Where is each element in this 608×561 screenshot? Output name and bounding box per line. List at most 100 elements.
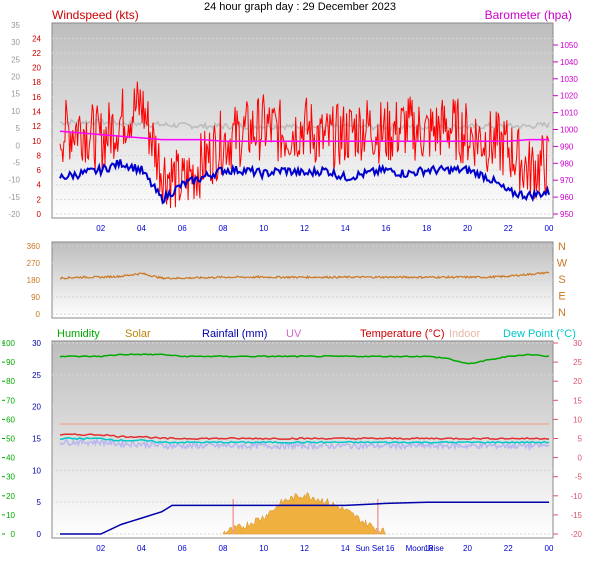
humidity-tick: 50	[6, 435, 15, 444]
dewpoint-band-line	[59, 436, 550, 452]
legend-item: Indoor	[449, 328, 481, 340]
temp-x-tick: 06	[178, 544, 187, 553]
humidity-tick: 30	[6, 473, 15, 482]
rain-tick: 15	[32, 435, 41, 444]
solar-area	[222, 491, 387, 535]
temp-right-ticks: 30 25 20 15 10 5 0 -5 -10 -15 -20	[553, 339, 583, 539]
wind-x-ticks: 02 04 06 08 10 12 14 16 18 20 22 00	[96, 224, 554, 233]
barometer-line	[59, 130, 549, 143]
barometer-tick: 990	[560, 142, 574, 151]
wind-x-tick: 20	[463, 224, 472, 233]
barometer-tick: 960	[560, 193, 574, 202]
humidity-tick: 70	[6, 396, 15, 405]
wind-x-tick: 00	[545, 224, 554, 233]
dewpoint-line	[59, 436, 550, 444]
temp-right-tick: -20	[570, 530, 582, 539]
wind-x-tick: 06	[178, 224, 187, 233]
temp-right-tick: -5	[575, 473, 583, 482]
humidity-tick: 40	[6, 454, 15, 463]
windspeed-tick: 22	[32, 49, 41, 58]
wind-left-outer-tick: -10	[8, 176, 20, 185]
temp-right-tick: -15	[570, 511, 582, 520]
wind-left-outer-ticks: 35 30 25 20 15 10 5 0 -5 -10 -15 -20	[8, 21, 20, 219]
direction-left-tick: 360	[27, 242, 41, 251]
barometer-tick: 950	[560, 210, 574, 219]
humidity-tick: 100	[2, 339, 16, 348]
temp-left-inner-ticks: 30 25 20 15 10 5 0	[32, 339, 41, 539]
compass-tick: N	[558, 307, 566, 319]
rain-tick: 5	[37, 498, 42, 507]
windspeed-tick: 10	[32, 137, 41, 146]
wind-left-outer-tick: -20	[8, 210, 20, 219]
wind-x-tick: 08	[219, 224, 228, 233]
barometer-tick: 1040	[560, 58, 578, 67]
barometer-right-ticks: 1050 1040 1030 1020 1010 1000 990 980 970 960 950	[553, 41, 578, 219]
temp-right-tick: 0	[578, 454, 583, 463]
barometer-tick: 1030	[560, 75, 578, 84]
rain-tick: 30	[32, 339, 41, 348]
wind-left-outer-tick: -15	[8, 193, 20, 202]
barometer-tick: 1010	[560, 109, 578, 118]
temp-right-tick: 5	[578, 435, 583, 444]
temp-right-tick: 30	[573, 339, 582, 348]
wind-left-outer-tick: 15	[11, 90, 20, 99]
temp-right-tick: 25	[573, 358, 582, 367]
windspeed-tick: 18	[32, 78, 41, 87]
rainfall-line	[60, 501, 549, 535]
average-wind-line	[59, 159, 550, 205]
wind-x-tick: 14	[341, 224, 350, 233]
wind-left-outer-tick: 0	[16, 141, 21, 150]
windspeed-tick: 14	[32, 108, 41, 117]
moonrise-hour-label: 18	[424, 544, 433, 553]
direction-left-tick: 0	[36, 310, 41, 319]
wind-x-tick: 22	[504, 224, 513, 233]
sunset-label: Sun Set	[355, 544, 384, 553]
legend-item: Dew Point (°C)	[503, 328, 576, 340]
legend-item: Temperature (°C)	[360, 328, 444, 340]
windspeed-tick: 8	[37, 151, 42, 160]
barometer-tick: 970	[560, 176, 574, 185]
wind-x-tick: 10	[259, 224, 268, 233]
direction-left-tick: 90	[31, 293, 40, 302]
humidity-tick: 10	[6, 511, 15, 520]
compass-tick: W	[557, 258, 568, 270]
legend-item: Humidity	[57, 328, 100, 340]
humidity-line	[59, 353, 550, 365]
compass-tick: N	[558, 241, 566, 253]
humidity-tick: 0	[11, 530, 16, 539]
direction-left-ticks: 360 270 180 90 0	[27, 242, 41, 319]
humidity-tick: 20	[6, 492, 15, 501]
moonrise-label: Moon Rise	[406, 544, 445, 553]
direction-series	[59, 271, 550, 281]
legend-item: Rainfall (mm)	[202, 328, 267, 340]
wind-x-tick: 02	[96, 224, 105, 233]
chart-title: 24 hour graph day : 29 December 2023	[204, 1, 396, 13]
barometer-tick: 1050	[560, 41, 578, 50]
windspeed-tick: 2	[37, 195, 42, 204]
rain-tick: 0	[37, 530, 42, 539]
humidity-tick: 90	[6, 358, 15, 367]
windspeed-line	[59, 81, 550, 209]
windspeed-axis-label: Windspeed (kts)	[52, 8, 139, 22]
wind-left-outer-tick: 20	[11, 73, 20, 82]
wind-direction-line	[59, 271, 550, 281]
temp-x-tick: 20	[463, 544, 472, 553]
rain-tick: 10	[32, 466, 41, 475]
direction-grid	[52, 245, 553, 315]
temp-x-tick: 00	[545, 544, 554, 553]
windspeed-tick: 0	[37, 210, 42, 219]
direction-left-tick: 270	[27, 259, 41, 268]
temp-x-tick: 02	[96, 544, 105, 553]
wind-panel-background	[51, 22, 554, 219]
wind-left-outer-tick: 10	[11, 107, 20, 116]
rain-tick: 20	[32, 403, 41, 412]
windspeed-tick: 16	[32, 93, 41, 102]
wind-left-outer-tick: 35	[11, 21, 20, 30]
barometer-tick: 980	[560, 159, 574, 168]
wind-left-outer-tick: -5	[13, 158, 21, 167]
wind-x-tick: 04	[137, 224, 146, 233]
sunset-hour-label: 16	[386, 544, 395, 553]
